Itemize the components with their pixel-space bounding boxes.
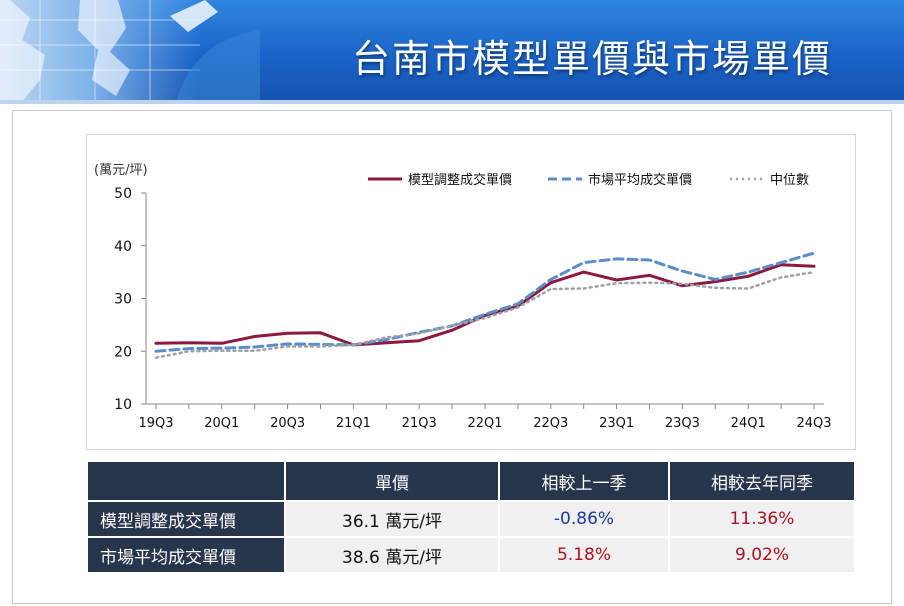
price-line-chart: (萬元/坪) 10 20 30 40 50 19Q3 20Q1 20Q3 21Q1 21Q3 22…: [86, 134, 856, 450]
x-tick-label: 23Q3: [665, 416, 700, 431]
y-tick-label: 10: [114, 397, 132, 413]
x-tick-label: 19Q3: [138, 416, 173, 431]
table-header-qoq: 相較上一季: [500, 462, 668, 500]
row-yoy: 11.36%: [670, 502, 854, 536]
x-tick-label: 20Q1: [204, 416, 239, 431]
x-tick-label: 24Q3: [796, 416, 831, 431]
series-line: [154, 270, 816, 359]
y-axis: 10 20 30 40 50: [114, 186, 147, 413]
table-header-row: 單價 相較上一季 相較去年同季: [88, 462, 854, 500]
table-header-yoy: 相較去年同季: [670, 462, 854, 500]
title-banner: 台南市模型單價與市場單價: [0, 0, 904, 104]
row-label: 模型調整成交單價: [88, 502, 284, 536]
table-header-price: 單價: [286, 462, 498, 500]
x-tick-label: 22Q3: [533, 416, 568, 431]
series-line: [154, 263, 816, 347]
x-tick-label: 22Q1: [467, 416, 502, 431]
series-line: [154, 251, 816, 353]
page-title: 台南市模型單價與市場單價: [351, 37, 832, 81]
table-row: 市場平均成交單價 38.6 萬元/坪 5.18% 9.02%: [88, 538, 854, 572]
row-qoq: -0.86%: [500, 502, 668, 536]
row-price: 38.6 萬元/坪: [286, 538, 498, 572]
y-tick-label: 20: [114, 344, 132, 360]
x-tick-label: 21Q3: [402, 416, 437, 431]
chart-frame: [86, 134, 856, 450]
table-header-blank: [88, 462, 284, 500]
x-axis: 19Q3 20Q1 20Q3 21Q1 21Q3 22Q1 22Q3 23Q1 23Q3 24Q1…: [138, 403, 832, 431]
row-price: 36.1 萬元/坪: [286, 502, 498, 536]
chart-legend: 模型調整成交單價 市場平均成交單價 中位數: [368, 172, 809, 188]
table-row: 模型調整成交單價 36.1 萬元/坪 -0.86% 11.36%: [88, 502, 854, 536]
x-tick-label: 23Q1: [599, 416, 634, 431]
x-tick-label: 21Q1: [336, 416, 371, 431]
y-tick-label: 40: [114, 239, 132, 255]
price-comparison-table: 單價 相較上一季 相較去年同季 模型調整成交單價 36.1 萬元/坪 -0.86…: [86, 460, 856, 574]
legend-label: 市場平均成交單價: [588, 172, 692, 188]
y-tick-label: 30: [114, 292, 132, 308]
y-tick-label: 50: [114, 186, 132, 202]
series-lines: [154, 251, 816, 359]
row-label: 市場平均成交單價: [88, 538, 284, 572]
x-tick-label: 20Q3: [270, 416, 305, 431]
legend-label: 模型調整成交單價: [408, 172, 512, 188]
x-tick-label: 24Q1: [731, 416, 766, 431]
row-qoq: 5.18%: [500, 538, 668, 572]
y-axis-unit: (萬元/坪): [94, 163, 148, 178]
row-yoy: 9.02%: [670, 538, 854, 572]
globe-map-graphic: [0, 0, 260, 104]
banner-divider: [0, 100, 904, 104]
legend-label: 中位數: [770, 173, 809, 188]
